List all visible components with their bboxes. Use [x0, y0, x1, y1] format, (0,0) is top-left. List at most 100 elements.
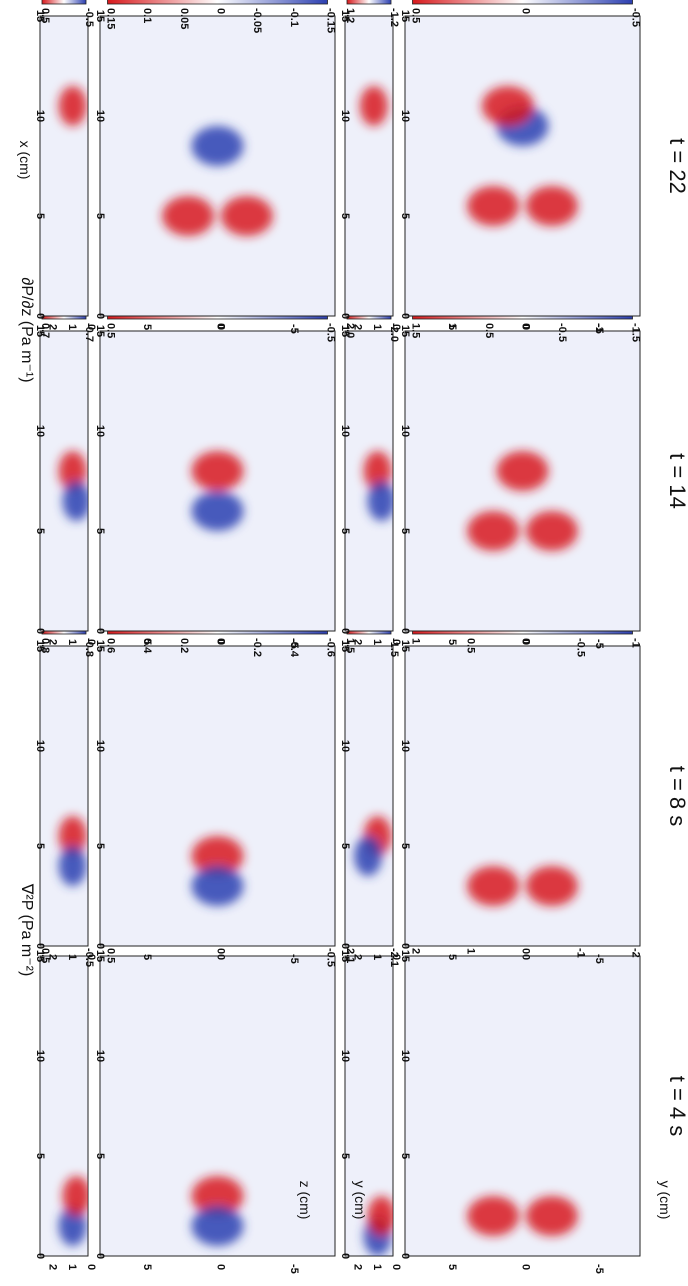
- y-tick: 0: [520, 639, 532, 645]
- colorbar-tick: 0: [215, 323, 227, 329]
- colorbar-tick: -0.15: [325, 8, 337, 33]
- colorbar-tick: 0.05: [178, 8, 190, 29]
- x-tick: 5: [34, 528, 46, 534]
- x-tick: 15: [399, 950, 411, 962]
- colorbar-tick: 0.7: [39, 323, 51, 338]
- colorbar-tick: 1: [465, 948, 477, 954]
- colorbar-tick: 1: [410, 638, 422, 644]
- z-tick: 0: [390, 1264, 402, 1270]
- z-tick: 1: [371, 1264, 383, 1270]
- colorbar: [41, 0, 87, 5]
- x-axis-label: x (cm): [17, 141, 33, 180]
- x-tick: 0: [399, 943, 411, 949]
- colorbar-tick: -0.4: [288, 638, 300, 658]
- colorbar-tick: -0.5: [83, 8, 95, 27]
- colorbar-tick: -1.5: [630, 323, 642, 342]
- field-blob: [191, 1176, 244, 1216]
- x-tick: 10: [94, 740, 106, 752]
- x-tick: 5: [94, 213, 106, 219]
- field-blob: [467, 186, 520, 226]
- colorbar-tick: 1: [446, 323, 458, 329]
- field-blob: [481, 86, 534, 126]
- x-tick: 10: [339, 740, 351, 752]
- x-tick: 0: [399, 313, 411, 319]
- field-blob: [58, 1206, 87, 1246]
- colorbar-tick: -0.7: [83, 323, 95, 342]
- colorbar-tick: 0: [215, 8, 227, 14]
- x-tick: 0: [34, 628, 46, 634]
- z-tick: 2: [352, 324, 364, 330]
- colorbar: [346, 0, 392, 5]
- x-tick: 0: [94, 1253, 106, 1259]
- field-blob: [367, 1196, 393, 1236]
- plot-area: [39, 645, 89, 947]
- field-blob: [58, 846, 87, 886]
- x-tick: 0: [34, 1253, 46, 1259]
- x-tick: 5: [399, 1153, 411, 1159]
- field-blob: [191, 126, 244, 166]
- z-tick: 1: [371, 639, 383, 645]
- y-tick: 0: [520, 1264, 532, 1270]
- colorbar-tick: -0.5: [630, 8, 642, 27]
- x-tick: 15: [339, 950, 351, 962]
- x-tick: 10: [34, 1050, 46, 1062]
- x-tick: 0: [339, 943, 351, 949]
- x-tick: 15: [94, 950, 106, 962]
- x-tick: 0: [94, 628, 106, 634]
- plot-area: [344, 645, 394, 947]
- colorbar-tick: 0: [520, 8, 532, 14]
- field-blob: [354, 836, 383, 876]
- y-axis-label-2: y (cm): [657, 1181, 673, 1220]
- z-tick: 0: [85, 1264, 97, 1270]
- plot-area: [404, 15, 641, 317]
- x-tick: 0: [94, 943, 106, 949]
- y-tick: 5: [446, 1264, 458, 1270]
- x-tick: 10: [339, 425, 351, 437]
- x-tick: 15: [339, 10, 351, 22]
- x-tick: 15: [94, 10, 106, 22]
- x-tick: 15: [94, 640, 106, 652]
- y-axis-label: y (cm): [352, 1181, 368, 1220]
- y-tick: 5: [446, 954, 458, 960]
- row-label-gradient: ∂P/∂z (Pa m⁻¹): [18, 277, 35, 382]
- z-tick: 1: [66, 324, 78, 330]
- x-tick: 0: [339, 313, 351, 319]
- z-tick: 1: [371, 954, 383, 960]
- field-blob: [525, 186, 578, 226]
- colorbar-tick: 0.5: [410, 8, 422, 23]
- x-tick: 5: [34, 213, 46, 219]
- x-tick: 10: [339, 110, 351, 122]
- colorbar-tick: 0.1: [141, 8, 153, 23]
- x-tick: 15: [339, 325, 351, 337]
- colorbar-tick: 0.5: [105, 323, 117, 338]
- x-tick: 5: [339, 528, 351, 534]
- colorbar-tick: -1.2: [388, 8, 400, 27]
- x-tick: 10: [34, 110, 46, 122]
- x-tick: 5: [34, 1153, 46, 1159]
- field-blob: [58, 86, 87, 126]
- z-tick: 2: [47, 639, 59, 645]
- x-tick: 15: [94, 325, 106, 337]
- z-tick: 2: [352, 954, 364, 960]
- x-tick: 0: [94, 313, 106, 319]
- field-blob: [525, 1196, 578, 1236]
- x-tick: 15: [34, 640, 46, 652]
- field-blob: [191, 1206, 244, 1246]
- panel-gradient_xy: 0 5 10 15 5 0 -5 0.5 0 -0.5: [94, 300, 337, 649]
- z-tick: 1: [66, 1264, 78, 1270]
- field-blob: [367, 481, 393, 521]
- y-tick: -5: [288, 639, 300, 649]
- x-tick: 5: [94, 843, 106, 849]
- z-tick: 0: [390, 639, 402, 645]
- colorbar-tick: 1.2: [344, 8, 356, 23]
- x-tick: 0: [339, 1253, 351, 1259]
- z-tick: 0: [85, 639, 97, 645]
- colorbar: [107, 0, 328, 5]
